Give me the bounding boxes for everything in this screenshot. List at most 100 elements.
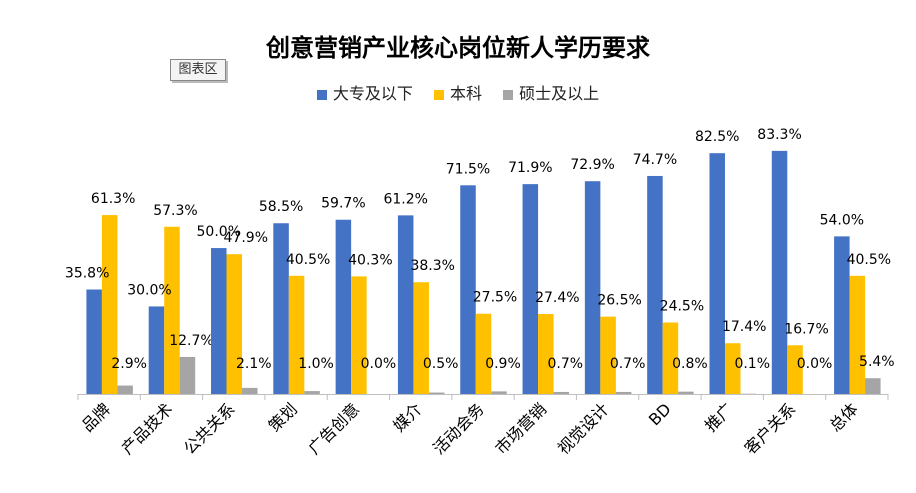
bar-0-4 xyxy=(335,219,352,394)
legend-label-1: 本科 xyxy=(449,84,482,103)
data-label-2-8: 0.7% xyxy=(610,356,646,372)
bar-1-1 xyxy=(164,226,180,394)
legend-swatch-2 xyxy=(503,89,514,100)
data-label-1-11: 16.7% xyxy=(784,321,828,337)
data-label-1-12: 40.5% xyxy=(847,252,891,268)
data-label-2-1: 12.7% xyxy=(169,333,213,349)
bar-1-0 xyxy=(101,215,118,394)
data-label-0-0: 35.8% xyxy=(65,266,109,282)
legend-item-series-0: 大专及以下 xyxy=(316,80,413,104)
legend-label-2: 硕士及以上 xyxy=(519,84,600,103)
bar-0-7 xyxy=(522,184,539,394)
x-tick-label-4: 广告创意 xyxy=(305,399,364,458)
data-label-0-5: 61.2% xyxy=(383,191,427,207)
bar-1-3 xyxy=(288,275,305,394)
data-label-0-3: 58.5% xyxy=(259,199,303,215)
data-label-0-2: 50.0% xyxy=(197,224,241,240)
data-label-2-5: 0.5% xyxy=(423,356,459,372)
bar-2-8 xyxy=(615,391,632,394)
bar-0-10 xyxy=(709,153,725,394)
bar-1-6 xyxy=(475,313,492,394)
data-label-1-4: 40.3% xyxy=(348,252,392,268)
data-label-2-10: 0.1% xyxy=(734,356,770,372)
data-label-1-9: 24.5% xyxy=(660,298,704,314)
data-label-2-3: 1.0% xyxy=(298,356,334,372)
bar-1-5 xyxy=(413,282,429,394)
bar-0-8 xyxy=(584,181,601,394)
x-tick-label-11: 客户关系 xyxy=(741,399,800,458)
x-tick-label-7: 市场营销 xyxy=(491,399,550,458)
data-label-2-0: 2.9% xyxy=(111,356,147,372)
data-label-2-7: 0.7% xyxy=(548,356,584,372)
x-tick-label-6: 活动会务 xyxy=(429,399,488,458)
legend-swatch-0 xyxy=(316,89,327,100)
bar-2-7 xyxy=(553,391,570,394)
legend-label-0: 大专及以下 xyxy=(332,84,413,103)
data-label-1-7: 27.4% xyxy=(535,290,579,306)
x-tick-label-9: BD xyxy=(645,399,675,429)
bar-0-6 xyxy=(460,185,476,394)
data-label-0-10: 82.5% xyxy=(695,129,739,145)
bar-2-2 xyxy=(242,387,258,394)
legend: 大专及以下 本科 硕士及以上 xyxy=(0,80,916,104)
data-label-0-6: 71.5% xyxy=(446,161,490,177)
bar-0-5 xyxy=(397,215,414,394)
bar-0-2 xyxy=(211,248,227,394)
data-label-0-4: 59.7% xyxy=(321,196,365,212)
bar-0-9 xyxy=(647,175,663,394)
chart-area-tooltip: 图表区 xyxy=(170,59,226,81)
data-label-1-1: 57.3% xyxy=(153,203,197,219)
data-label-1-3: 40.5% xyxy=(286,252,330,268)
bar-2-9 xyxy=(678,391,694,394)
data-label-1-5: 38.3% xyxy=(410,258,454,274)
data-label-0-8: 72.9% xyxy=(570,157,614,173)
bar-1-9 xyxy=(662,322,679,394)
x-tick-label-0: 品牌 xyxy=(78,399,114,435)
data-label-1-6: 27.5% xyxy=(473,290,517,306)
bar-2-5 xyxy=(428,392,445,394)
x-tick-label-12: 总体 xyxy=(826,399,862,435)
bar-1-10 xyxy=(724,343,741,394)
bar-1-11 xyxy=(787,345,803,394)
bar-2-12 xyxy=(865,378,881,394)
legend-item-series-2: 硕士及以上 xyxy=(503,80,599,104)
data-label-0-12: 54.0% xyxy=(820,212,864,228)
data-label-0-1: 30.0% xyxy=(127,282,171,298)
data-label-0-7: 71.9% xyxy=(508,160,552,176)
bar-1-2 xyxy=(226,254,243,394)
data-label-2-11: 0.0% xyxy=(797,356,833,372)
bar-0-3 xyxy=(273,223,289,394)
data-label-1-2: 47.9% xyxy=(224,230,268,246)
data-label-0-9: 74.7% xyxy=(633,152,677,168)
chart-title: 创意营销产业核心岗位新人学历要求 xyxy=(266,34,650,62)
bar-2-6 xyxy=(491,391,507,394)
data-label-2-6: 0.9% xyxy=(485,356,521,372)
bar-1-4 xyxy=(351,276,367,394)
x-tick-label-8: 视觉设计 xyxy=(554,399,613,458)
data-label-1-8: 26.5% xyxy=(597,293,641,309)
x-tick-label-3: 策划 xyxy=(265,399,301,435)
data-label-1-0: 61.3% xyxy=(91,191,135,207)
bar-0-11 xyxy=(771,150,788,394)
legend-swatch-1 xyxy=(433,89,444,100)
legend-item-series-1: 本科 xyxy=(433,80,482,104)
bar-2-1 xyxy=(179,356,196,394)
bar-1-7 xyxy=(538,314,554,394)
x-tick-label-2: 公共关系 xyxy=(180,399,239,458)
data-label-1-10: 17.4% xyxy=(722,319,766,335)
data-label-0-11: 83.3% xyxy=(757,127,801,143)
x-tick-label-5: 媒介 xyxy=(389,399,425,435)
bar-1-12 xyxy=(849,275,866,394)
data-label-2-4: 0.0% xyxy=(361,356,397,372)
bar-0-12 xyxy=(834,236,850,394)
x-tick-label-1: 产品技术 xyxy=(118,399,177,458)
data-label-2-9: 0.8% xyxy=(672,356,708,372)
bar-0-1 xyxy=(148,306,165,394)
x-tick-label-10: 推广 xyxy=(701,399,737,435)
bar-2-3 xyxy=(304,391,320,394)
bar-2-0 xyxy=(117,385,133,394)
bar-0-0 xyxy=(86,289,102,394)
data-label-2-12: 5.4% xyxy=(859,354,895,370)
